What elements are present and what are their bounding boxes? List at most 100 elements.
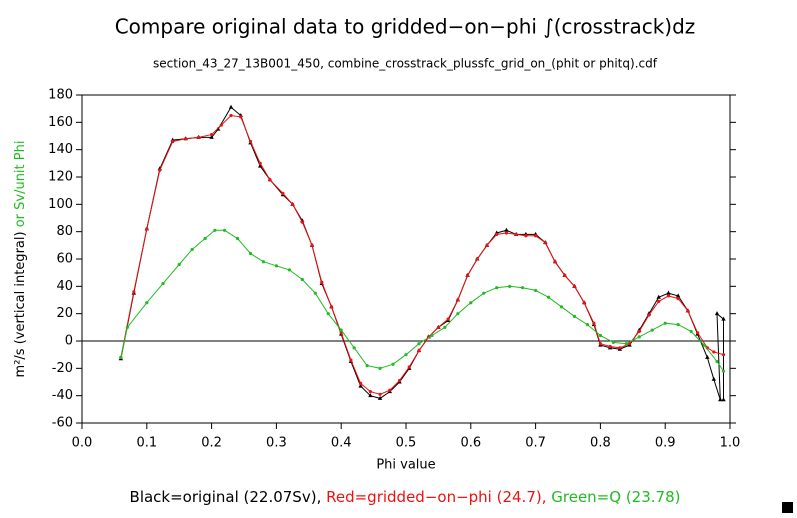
- point: [161, 282, 165, 286]
- point: [326, 312, 330, 316]
- point: [388, 388, 392, 392]
- point: [125, 325, 129, 329]
- x-tick-label: 0.9: [655, 436, 676, 451]
- point: [320, 280, 324, 284]
- point: [696, 331, 700, 335]
- point: [222, 228, 227, 232]
- x-tick-label: 1.0: [720, 436, 741, 451]
- point: [339, 328, 343, 332]
- point: [300, 220, 304, 224]
- y-tick-label: 140: [48, 142, 73, 157]
- x-tick-label: 0.6: [460, 436, 481, 451]
- point: [313, 291, 317, 295]
- y-tick-label: -60: [52, 416, 73, 431]
- point: [485, 243, 489, 247]
- point: [430, 333, 434, 338]
- point: [534, 234, 538, 238]
- point: [391, 362, 395, 366]
- point: [446, 317, 450, 321]
- x-tick-label: 0.4: [331, 436, 352, 451]
- point: [203, 236, 207, 241]
- point: [329, 305, 334, 309]
- point: [177, 262, 181, 267]
- point: [456, 312, 460, 316]
- point: [666, 290, 671, 295]
- point: [258, 161, 262, 165]
- point: [258, 163, 263, 168]
- point: [219, 123, 223, 127]
- point: [637, 335, 641, 339]
- point: [504, 227, 509, 232]
- point: [702, 343, 706, 347]
- point: [598, 342, 603, 346]
- point: [689, 329, 693, 334]
- point: [721, 397, 726, 402]
- point: [235, 236, 240, 241]
- y-tick-label: -40: [52, 388, 73, 403]
- point: [666, 294, 671, 298]
- point: [585, 323, 590, 327]
- legend-entry: Black=original (22.07Sv),: [130, 488, 327, 506]
- point: [611, 340, 615, 344]
- point: [650, 328, 654, 332]
- point: [656, 294, 661, 299]
- legend-entry: Green=Q (23.78): [551, 488, 680, 506]
- point: [637, 329, 641, 334]
- point: [443, 325, 447, 329]
- point: [675, 293, 681, 298]
- point: [436, 325, 440, 329]
- point: [647, 313, 651, 317]
- point: [310, 243, 314, 247]
- point: [368, 389, 372, 394]
- series-line: [120, 114, 724, 395]
- point: [553, 260, 557, 264]
- point: [417, 348, 421, 353]
- point: [598, 333, 603, 338]
- x-tick-label: 0.2: [201, 436, 222, 451]
- point: [712, 350, 716, 354]
- point: [358, 383, 363, 388]
- point: [349, 358, 353, 362]
- point: [521, 286, 525, 290]
- x-tick-label: 0.0: [72, 436, 93, 451]
- point: [721, 353, 726, 357]
- point: [465, 273, 470, 277]
- point: [365, 364, 369, 368]
- point: [676, 297, 680, 301]
- x-tick-label: 0.3: [266, 436, 287, 451]
- point: [377, 395, 383, 400]
- point: [563, 273, 567, 277]
- corner-square: [782, 502, 793, 513]
- point: [495, 232, 499, 236]
- legend: Black=original (22.07Sv), Red=gridded−on…: [130, 488, 681, 506]
- point: [145, 227, 149, 231]
- point: [261, 260, 266, 264]
- point: [268, 178, 272, 182]
- point: [718, 397, 723, 402]
- point: [197, 135, 201, 139]
- point: [368, 393, 373, 398]
- point: [721, 369, 726, 373]
- point: [572, 284, 577, 288]
- x-tick-label: 0.5: [396, 436, 417, 451]
- y-axis-label-part: m²/s (vertical integral): [13, 231, 28, 377]
- y-tick-label: -20: [52, 361, 73, 376]
- point: [456, 298, 460, 302]
- point: [686, 309, 690, 313]
- point: [705, 354, 710, 359]
- point: [475, 257, 479, 261]
- legend-entry: Red=gridded−on−phi (24.7),: [326, 488, 551, 506]
- x-tick-label: 0.1: [136, 436, 157, 451]
- point: [119, 355, 123, 359]
- series-line: [120, 106, 724, 400]
- chart-title: Compare original data to gridded−on−phi …: [115, 15, 696, 39]
- y-axis-label: m²/s (vertical integral) or Sv/unit Phi: [13, 141, 28, 378]
- point: [184, 137, 188, 141]
- point: [228, 104, 234, 109]
- point: [417, 342, 421, 346]
- x-axis-label: Phi value: [376, 458, 435, 473]
- y-tick-label: 80: [56, 224, 73, 239]
- point: [582, 301, 586, 305]
- point: [291, 202, 295, 206]
